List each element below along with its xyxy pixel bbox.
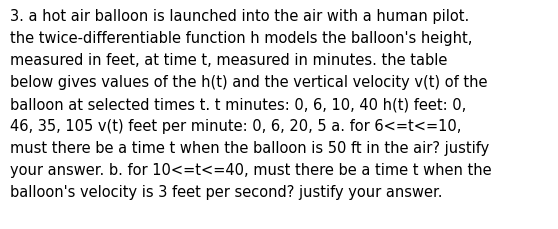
Text: 3. a hot air balloon is launched into the air with a human pilot.
the twice-diff: 3. a hot air balloon is launched into th…: [10, 9, 492, 199]
